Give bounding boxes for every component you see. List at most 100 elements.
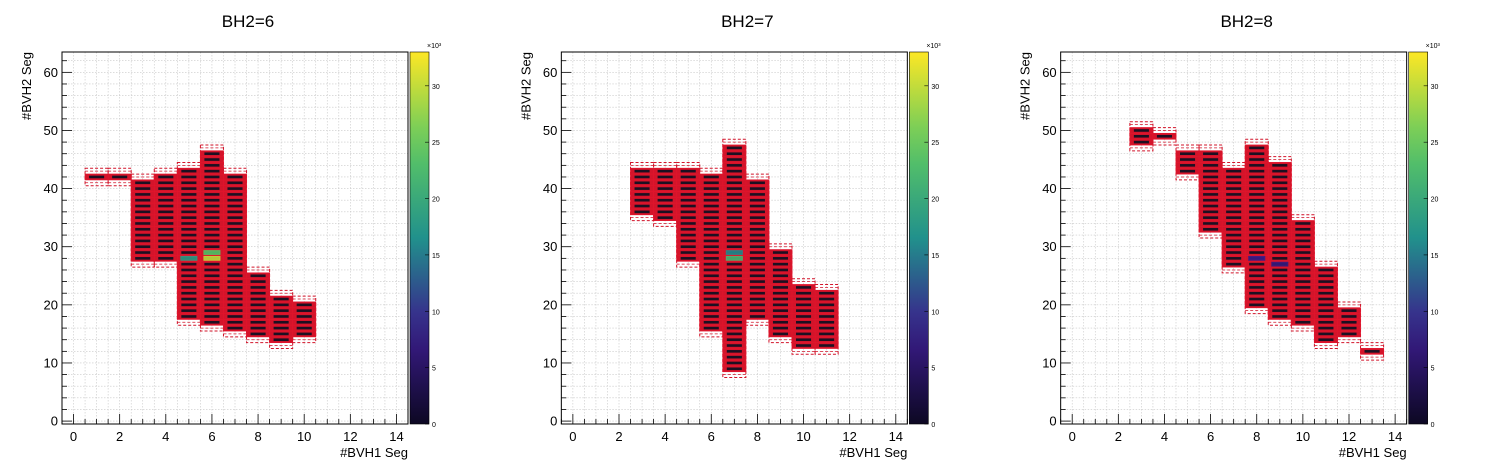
heat-cell-mark bbox=[204, 233, 220, 237]
heat-cell-mark bbox=[1272, 239, 1288, 243]
colorbar-tick-label: 20 bbox=[432, 197, 440, 204]
heat-cell-mark bbox=[703, 210, 719, 214]
heat-cell-mark bbox=[1249, 291, 1265, 295]
heat-cell-mark bbox=[819, 291, 835, 295]
heat-cell-mark bbox=[796, 303, 812, 307]
heat-cell-mark bbox=[749, 198, 765, 202]
heat-cell-mark bbox=[1180, 152, 1196, 156]
heat-cell-mark bbox=[634, 198, 650, 202]
heat-cell-mark bbox=[1156, 134, 1172, 138]
colorbar-tick-label: 20 bbox=[931, 197, 939, 204]
heat-cell-mark bbox=[135, 210, 151, 214]
heat-cell-mark bbox=[680, 245, 696, 249]
heat-cell-mark bbox=[726, 367, 742, 371]
x-tick-label: 8 bbox=[254, 429, 261, 444]
heat-cell-mark bbox=[181, 193, 197, 196]
heat-cell-mark bbox=[703, 303, 719, 307]
heat-cell-mark bbox=[1203, 227, 1219, 231]
heat-cell-mark bbox=[703, 286, 719, 289]
heat-cell-mark bbox=[796, 286, 812, 289]
heat-cell-mark bbox=[680, 233, 696, 237]
y-tick-label: 10 bbox=[543, 355, 557, 370]
hot-cell bbox=[1271, 261, 1289, 267]
heat-cell-mark bbox=[1318, 303, 1334, 307]
colorbar-tick-label: 25 bbox=[931, 140, 939, 147]
x-axis: 0 2 4 6 8 10 12 14#BVH1 Seg bbox=[560, 414, 908, 460]
heat-cell-mark bbox=[726, 344, 742, 347]
colorbar-frame bbox=[909, 51, 929, 425]
heat-cell-mark bbox=[1249, 152, 1265, 156]
y-tick-label: 20 bbox=[44, 297, 58, 312]
heat-cell-mark bbox=[726, 233, 742, 237]
colorbar-gradient bbox=[1408, 52, 1428, 424]
y-tick-label: 0 bbox=[1049, 414, 1056, 429]
heat-cell-mark bbox=[1226, 210, 1242, 214]
colorbar-tick-label: 0 bbox=[432, 422, 436, 429]
heat-cell-mark bbox=[1272, 280, 1288, 283]
heat-cell-mark bbox=[796, 315, 812, 318]
heat-cell-mark bbox=[703, 326, 719, 330]
heat-cell-mark bbox=[204, 164, 220, 167]
heat-cell-mark bbox=[796, 320, 812, 324]
heat-cell-mark bbox=[1226, 245, 1242, 249]
heat-cell-mark bbox=[181, 222, 197, 225]
heat-cell-mark bbox=[749, 251, 765, 254]
heat-cell-mark bbox=[158, 245, 174, 249]
heat-cell-mark bbox=[749, 227, 765, 231]
y-axis: 0 10 20 30 40 50 60 #BVH2 Seg bbox=[1018, 52, 1071, 429]
heat-cell-mark bbox=[749, 262, 765, 266]
heat-cell-mark bbox=[749, 309, 765, 312]
heat-cell-mark bbox=[726, 361, 742, 365]
heat-cell-mark bbox=[657, 204, 673, 208]
heat-cell-mark bbox=[181, 315, 197, 318]
heat-cell-mark bbox=[181, 268, 197, 272]
heat-cell-mark bbox=[181, 280, 197, 283]
heat-cell-mark bbox=[703, 315, 719, 318]
heat-cell-mark bbox=[657, 216, 673, 219]
heat-cell-mark bbox=[772, 286, 788, 289]
heat-cell-mark bbox=[1364, 350, 1380, 353]
heat-cell-mark bbox=[1249, 280, 1265, 283]
heat-cell-mark bbox=[250, 320, 266, 324]
y-tick-label: 30 bbox=[543, 239, 557, 254]
heat-cell-mark bbox=[135, 233, 151, 237]
x-axis: 0 2 4 6 8 10 12 14#BVH1 Seg bbox=[1060, 414, 1408, 460]
heat-cell-mark bbox=[749, 222, 765, 225]
heat-cell-mark bbox=[1203, 175, 1219, 179]
heat-cell-mark bbox=[273, 338, 289, 342]
heat-cell-mark bbox=[1249, 198, 1265, 202]
x-tick-label: 12 bbox=[842, 429, 856, 444]
heat-cell-mark bbox=[204, 291, 220, 295]
heat-cell-mark bbox=[680, 251, 696, 254]
heat-cell-mark bbox=[204, 227, 220, 231]
heat-cell-mark bbox=[749, 274, 765, 278]
heat-cell-mark bbox=[749, 297, 765, 301]
heat-cell-mark bbox=[1295, 227, 1311, 231]
heat-cell-mark bbox=[158, 175, 174, 179]
heat-cell-mark bbox=[703, 274, 719, 278]
y-tick-label: 30 bbox=[1042, 239, 1056, 254]
heat-cell-mark bbox=[749, 216, 765, 219]
heat-cell-mark bbox=[135, 181, 151, 185]
heat-cell-mark bbox=[749, 239, 765, 243]
heat-cell-mark bbox=[135, 187, 151, 190]
y-tick-label: 20 bbox=[543, 297, 557, 312]
panel-3: BH2=80 2 4 6 8 10 12 14#BVH1 Seg0102030405060#B… bbox=[1018, 12, 1441, 460]
heat-cell-mark bbox=[1226, 198, 1242, 202]
heat-cell-mark bbox=[1203, 210, 1219, 214]
heat-cell-mark bbox=[634, 175, 650, 179]
heat-cell-mark bbox=[1272, 245, 1288, 249]
heat-cell-mark bbox=[772, 303, 788, 307]
heat-cell-mark bbox=[227, 262, 243, 266]
heat-cell-mark bbox=[250, 280, 266, 283]
heat-cell-mark bbox=[726, 280, 742, 283]
heat-cell-mark bbox=[1249, 187, 1265, 190]
y-tick-label: 0 bbox=[550, 414, 557, 429]
heat-cell-mark bbox=[158, 210, 174, 214]
heat-cell-mark bbox=[1249, 169, 1265, 173]
heat-cell-mark bbox=[1295, 291, 1311, 295]
heat-cell-mark bbox=[204, 309, 220, 312]
y-tick-label: 30 bbox=[44, 239, 58, 254]
x-tick-label: 6 bbox=[208, 429, 215, 444]
heat-cell-mark bbox=[250, 274, 266, 278]
